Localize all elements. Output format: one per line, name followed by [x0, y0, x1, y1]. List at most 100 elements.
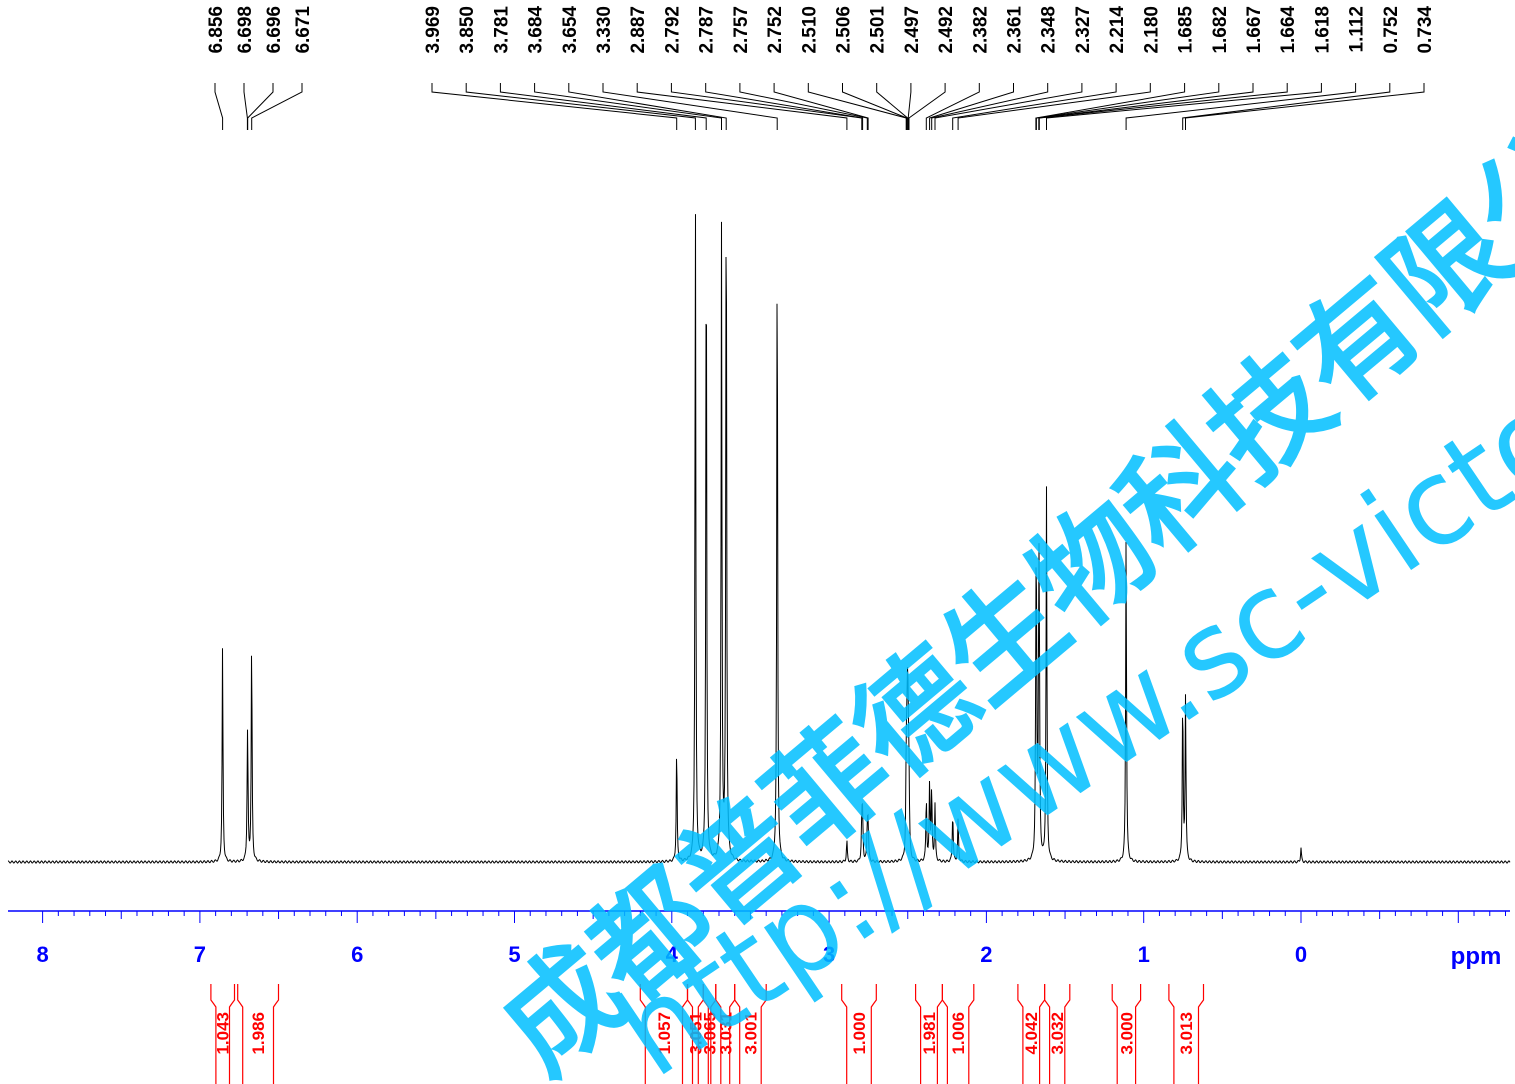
- peak-label: 6.856: [206, 6, 227, 54]
- peak-label: 3.781: [491, 6, 512, 54]
- integral-bracket-left: [210, 984, 217, 1084]
- peak-label: 1.682: [1210, 6, 1231, 54]
- peak-label: 6.696: [264, 6, 285, 54]
- integral-bracket-left: [715, 984, 722, 1084]
- integral-bracket-left: [1044, 984, 1051, 1084]
- integral-bracket-right: [1135, 984, 1142, 1084]
- peak-leader-line: [1035, 83, 1220, 130]
- integral-value: 3.031: [716, 1012, 735, 1055]
- peak-leader-line: [876, 83, 909, 130]
- peak-leader-line: [431, 83, 678, 130]
- peak-label: 6.671: [293, 6, 314, 54]
- peak-leader-line: [934, 83, 1083, 130]
- spectrum-trace: [7, 214, 1511, 864]
- peak-label: 2.348: [1039, 6, 1060, 54]
- integral-bracket-right: [272, 984, 280, 1084]
- x-tick-label: 2: [980, 942, 992, 967]
- peak-leader-line: [1038, 83, 1288, 130]
- peak-leader-line: [499, 83, 707, 130]
- peak-label: 2.887: [628, 6, 649, 54]
- integral-value: 1.057: [655, 1012, 674, 1055]
- integral-bracket-right: [1197, 984, 1205, 1084]
- integral-bracket-right: [968, 984, 975, 1084]
- peak-label: 2.506: [834, 6, 855, 54]
- peak-label-group: 6.856 6.698 6.696 6.671 3.969 3.850 3.781 3.684…: [206, 6, 1436, 54]
- x-axis-unit-label: ppm: [1451, 943, 1502, 970]
- peak-label: 2.497: [902, 6, 923, 54]
- integral-value: 1.000: [850, 1012, 869, 1055]
- peak-label: 2.757: [731, 6, 752, 54]
- integral-bracket-left: [841, 984, 848, 1084]
- peak-label: 2.510: [799, 6, 820, 54]
- watermark: 成都普菲德生物科技有限公司 http://www.sc-victory.com: [474, 30, 1515, 1084]
- peak-leader-line: [1185, 83, 1425, 130]
- peak-leader-line: [1182, 83, 1391, 130]
- peak-leader-line: [907, 83, 912, 130]
- peak-leader-line: [251, 83, 303, 130]
- peak-leader-line: [929, 83, 1014, 130]
- peak-leader-line: [908, 83, 946, 130]
- integral-bracket-left: [1111, 984, 1118, 1084]
- peak-label: 2.492: [936, 6, 957, 54]
- peak-label: 2.787: [697, 6, 718, 54]
- x-tick-label: 0: [1295, 942, 1307, 967]
- peak-leader-line: [952, 83, 1117, 130]
- peak-label: 2.361: [1005, 6, 1026, 54]
- peak-leader-lines: [214, 83, 1425, 130]
- peak-label: 2.327: [1073, 6, 1094, 54]
- x-tick-label: 5: [508, 942, 520, 967]
- peak-label: 3.969: [423, 6, 444, 54]
- integral-value: 1.981: [920, 1012, 939, 1055]
- peak-leader-line: [705, 83, 864, 130]
- peak-leader-line: [602, 83, 778, 130]
- peak-leader-line: [1046, 83, 1322, 130]
- peak-leader-line: [925, 83, 980, 130]
- peak-label: 2.180: [1141, 6, 1162, 54]
- peak-leader-line: [534, 83, 722, 130]
- integral-bracket-right: [1064, 984, 1071, 1084]
- peak-label: 3.330: [594, 6, 615, 54]
- integral-value: 1.986: [249, 1012, 268, 1055]
- integral-value: 3.013: [1177, 1012, 1196, 1055]
- integral-value: 4.042: [1022, 1012, 1041, 1055]
- integral-bracket-right: [870, 984, 877, 1084]
- integral-value: 3.000: [1117, 1012, 1136, 1055]
- integral-value: 1.006: [949, 1012, 968, 1055]
- integral-bracket-left: [639, 984, 646, 1084]
- integral-bracket-left: [734, 984, 741, 1084]
- integral-bracket-left: [237, 984, 244, 1084]
- peak-label: 3.850: [457, 6, 478, 54]
- x-tick-label: 3: [823, 942, 835, 967]
- integral-bracket-left: [941, 984, 948, 1084]
- peak-label: 1.685: [1176, 6, 1197, 54]
- peak-label: 1.112: [1347, 6, 1368, 53]
- integral-bracket-left: [1168, 984, 1175, 1084]
- x-tick-label: 8: [36, 942, 48, 967]
- peak-label: 2.382: [970, 6, 991, 54]
- integral-value: 3.001: [741, 1012, 760, 1055]
- peak-label: 1.618: [1312, 6, 1333, 54]
- peak-leader-line: [465, 83, 696, 130]
- integral-value: 3.032: [1048, 1012, 1067, 1055]
- peak-leader-line: [931, 83, 1049, 130]
- x-tick-label: 4: [666, 942, 679, 967]
- integral-bracket-left: [686, 984, 694, 1084]
- x-tick-label: 6: [351, 942, 363, 967]
- integral-bracket-right: [228, 984, 236, 1084]
- integral-bracket-left: [702, 984, 709, 1084]
- integral-value: 3.051: [686, 1012, 705, 1055]
- peak-label: 2.792: [662, 6, 683, 54]
- x-tick-label: 7: [194, 942, 206, 967]
- peak-leader-line: [807, 83, 907, 130]
- peak-leader-line: [214, 83, 224, 130]
- peak-label: 0.734: [1415, 6, 1436, 54]
- peak-leader-line: [247, 83, 274, 130]
- peak-label: 2.501: [868, 6, 889, 54]
- peak-leader-line: [1035, 83, 1186, 130]
- peak-leader-line: [636, 83, 848, 130]
- peak-leader-line: [739, 83, 868, 130]
- peak-label: 1.667: [1244, 6, 1265, 54]
- peak-label: 2.752: [765, 6, 786, 54]
